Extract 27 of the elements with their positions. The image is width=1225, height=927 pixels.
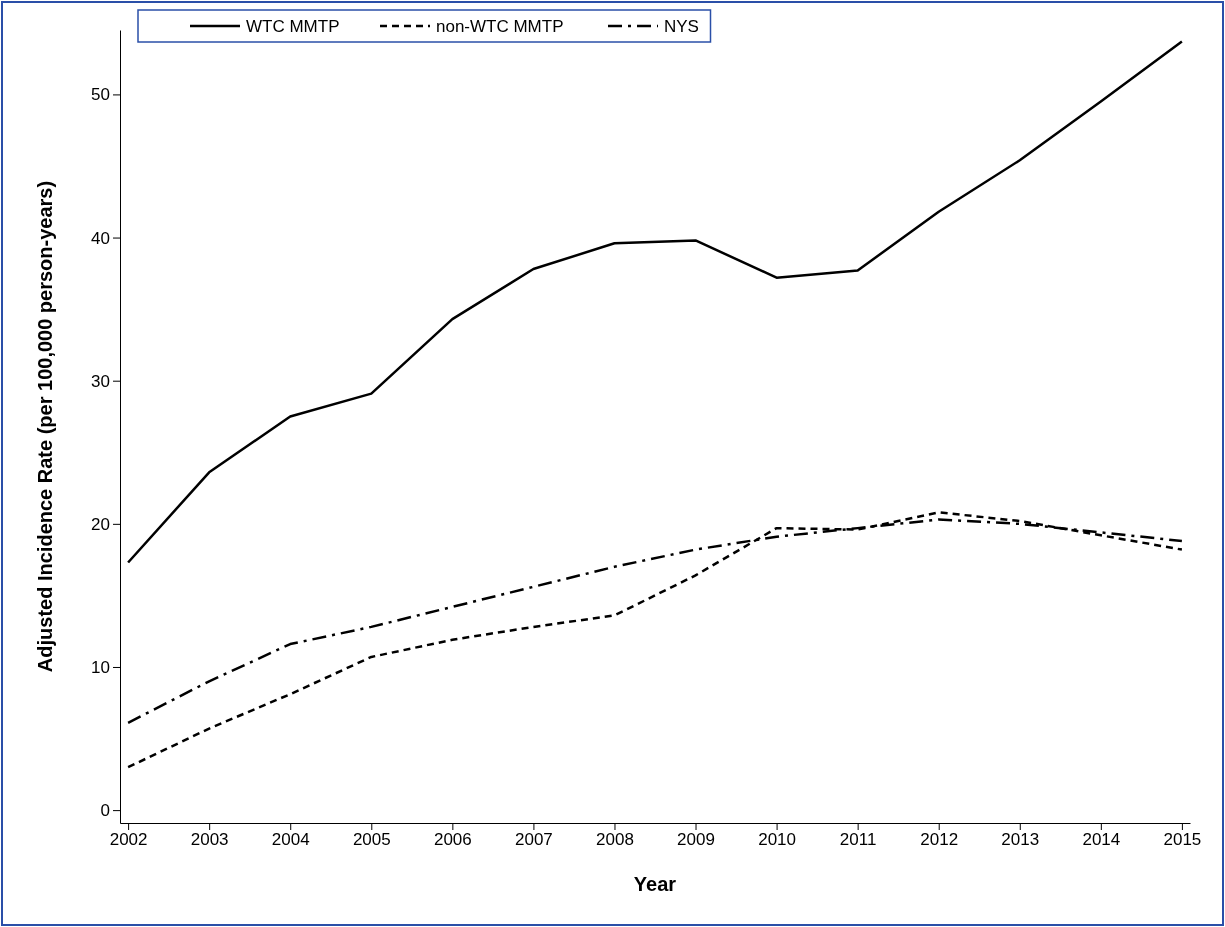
y-axis-title: Adjusted Incidence Rate (per 100,000 person-years) <box>34 180 56 673</box>
x-tick-label: 2008 <box>596 830 634 850</box>
line-series <box>126 40 1184 564</box>
y-tick-label: 40 <box>91 228 110 248</box>
legend-label: non-WTC MMTP <box>436 17 564 36</box>
x-axis-title: Year <box>633 873 677 895</box>
y-tick-label: 20 <box>91 514 110 534</box>
x-tick-label: 2006 <box>433 830 472 850</box>
line-series <box>126 511 1184 769</box>
x-tick-label: 2014 <box>1082 830 1121 850</box>
x-tick-label: 2013 <box>1001 830 1040 850</box>
legend-label: WTC MMTP <box>246 17 340 36</box>
x-tick-label: 2015 <box>1163 830 1202 850</box>
x-tick-label: 2002 <box>109 830 148 850</box>
legend-label: NYS <box>664 17 699 36</box>
x-tick-label: 2010 <box>758 830 796 850</box>
x-tick-label: 2004 <box>271 830 310 850</box>
x-tick-label: 2009 <box>677 830 715 850</box>
x-tick-label: 2003 <box>190 830 229 850</box>
y-tick-label: 30 <box>91 371 110 391</box>
x-tick-label: 2007 <box>515 830 553 850</box>
x-tick-label: 2011 <box>839 830 877 850</box>
y-tick-label: 0 <box>100 801 110 821</box>
y-tick-label: 10 <box>91 657 110 677</box>
x-tick-label: 2012 <box>920 830 959 850</box>
x-tick-label: 2005 <box>352 830 391 850</box>
y-tick-label: 50 <box>91 85 110 105</box>
